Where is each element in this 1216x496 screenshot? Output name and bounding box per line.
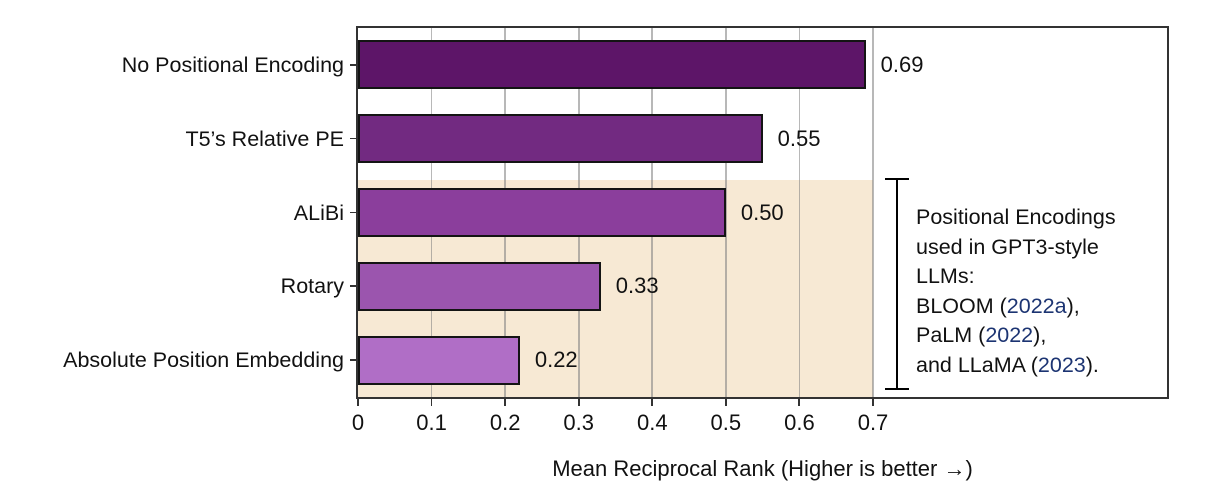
bar-value-label: 0.55	[777, 125, 821, 151]
annotation-line: BLOOM (2022a),	[916, 292, 1080, 322]
bar-4	[358, 261, 601, 311]
citation-link[interactable]: 2022a	[1006, 293, 1067, 318]
category-label: ALiBi	[293, 200, 344, 225]
x-tick-label: 0.4	[636, 410, 668, 435]
x-tick-mark	[651, 399, 654, 406]
citation-link[interactable]: 2023	[1037, 352, 1086, 377]
bar-5	[358, 335, 520, 385]
x-tick-mark	[798, 399, 801, 406]
x-tick-label: 0.2	[489, 410, 521, 435]
annotation-text: ),	[1066, 293, 1080, 318]
x-tick-label: 0.1	[416, 410, 447, 435]
annotation-text: LLMs:	[916, 264, 975, 288]
annotation-text: and LLaMA (	[916, 352, 1038, 377]
annotation-text: ),	[1033, 323, 1047, 347]
gridline	[872, 28, 874, 397]
x-tick-label: 0.3	[563, 410, 594, 435]
bar-2	[358, 114, 763, 164]
bar-value-label: 0.33	[615, 273, 659, 299]
annotation-line: Positional Encodings	[916, 203, 1116, 233]
bar-value-label: 0.69	[880, 51, 924, 77]
y-tick-mark	[350, 63, 357, 66]
x-tick-mark	[577, 399, 580, 406]
y-tick-mark	[350, 285, 357, 288]
x-tick-label: 0.5	[710, 410, 742, 435]
bar-value-label: 0.22	[534, 347, 578, 373]
bracket-line	[896, 178, 898, 390]
x-tick-label: 0.6	[784, 410, 815, 435]
annotation-line: LLMs:	[916, 262, 975, 292]
bracket-bottom-cap	[885, 388, 909, 390]
annotation-text: used in GPT3-style	[916, 234, 1099, 259]
bar-3	[358, 188, 726, 237]
y-tick-mark	[350, 137, 357, 140]
x-tick-label: 0	[351, 410, 365, 435]
x-axis-label: Mean Reciprocal Rank (Higher is better →…	[552, 456, 973, 481]
y-tick-mark	[350, 211, 357, 214]
category-label: Rotary	[280, 274, 344, 299]
y-tick-mark	[350, 359, 357, 361]
annotation-line: and LLaMA (2023).	[916, 351, 1099, 381]
x-tick-mark	[504, 399, 506, 406]
annotation-text: ).	[1085, 352, 1099, 377]
bar-value-label: 0.50	[740, 199, 784, 225]
annotation-line: PaLM (2022),	[916, 321, 1046, 351]
citation-link[interactable]: 2022	[985, 323, 1034, 347]
x-tick-label: 0.7	[857, 410, 889, 435]
plot-area: 0.69 0.55 0.50 0.33 0.22	[356, 26, 1169, 399]
x-tick-mark	[724, 399, 727, 406]
annotation-text: BLOOM (	[916, 293, 1007, 318]
category-label: No Positional Encoding	[121, 52, 344, 77]
bar-1	[358, 40, 866, 90]
bracket-top-cap	[885, 178, 909, 180]
category-label: T5’s Relative PE	[185, 126, 344, 151]
x-tick-mark	[357, 399, 359, 406]
annotation-line: used in GPT3-style	[916, 233, 1099, 263]
x-tick-mark	[430, 399, 433, 406]
gridline	[798, 28, 801, 397]
x-tick-mark	[872, 399, 874, 406]
category-label: Absolute Position Embedding	[63, 348, 344, 373]
gridline	[725, 28, 727, 397]
annotation-text: PaLM (	[916, 323, 986, 347]
annotation-text: Positional Encodings	[916, 205, 1116, 229]
